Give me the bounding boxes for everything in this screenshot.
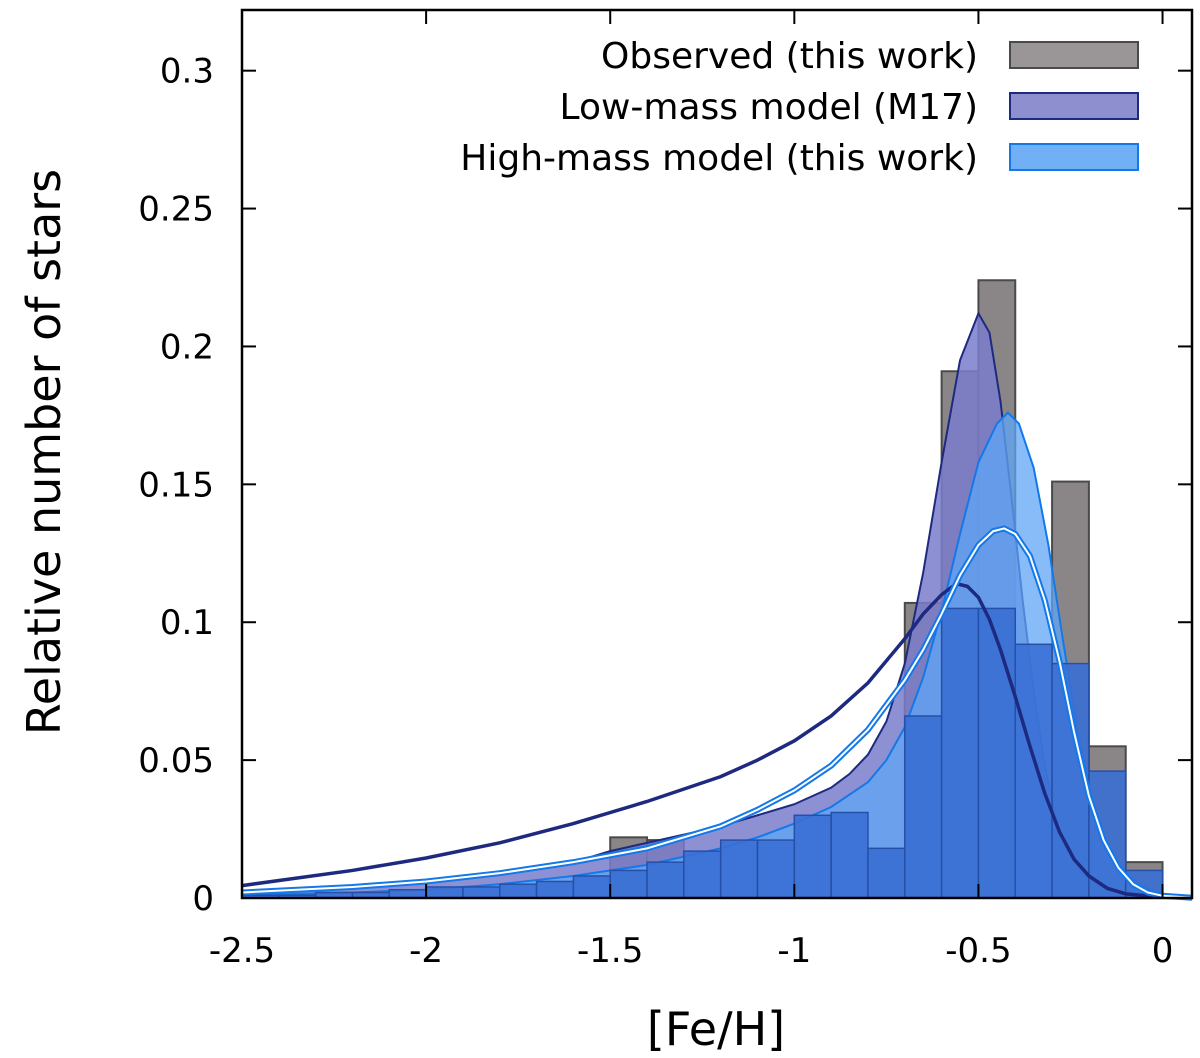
- x-tick-label-1: -2: [409, 931, 443, 971]
- y-tick-label-4: 0.2: [160, 327, 214, 367]
- high-mass-bar-5: [425, 886, 464, 899]
- legend-label-2: High-mass model (this work): [460, 138, 978, 179]
- high-mass-bar-20: [977, 607, 1017, 899]
- x-tick-label-3: -1: [777, 931, 811, 971]
- y-tick-label-6: 0.3: [160, 52, 214, 92]
- high-mass-histogram-bars: [241, 607, 1164, 899]
- legend-label-1: Low-mass model (M17): [560, 87, 978, 128]
- high-mass-model-line-highlight: [241, 527, 1193, 899]
- high-mass-bar-12: [683, 850, 722, 899]
- plot-frame: [240, 8, 1194, 900]
- y-tick-label-3: 0.15: [138, 465, 214, 505]
- model-outline-curves: [241, 525, 1193, 901]
- high-mass-bar-6: [462, 886, 501, 899]
- x-tick-label-0: -2.5: [209, 931, 275, 971]
- y-tick-label-0: 0: [192, 879, 214, 919]
- x-tick-label-4: -0.5: [945, 931, 1011, 971]
- legend-swatch-2: [1009, 143, 1139, 171]
- high-mass-bar-11: [646, 861, 685, 899]
- legend-label-0: Observed (this work): [601, 36, 978, 77]
- high-mass-bar-14: [756, 839, 796, 899]
- axes-frame: [240, 8, 1194, 900]
- high-mass-bar-9: [572, 875, 611, 899]
- legend: Observed (this work) Low-mass model (M17)…: [460, 36, 1139, 179]
- high-mass-bar-13: [719, 839, 759, 899]
- y-tick-label-5: 0.25: [138, 190, 214, 230]
- high-mass-bar-8: [535, 880, 575, 899]
- high-mass-bar-15: [793, 814, 832, 899]
- high-mass-bar-18: [904, 715, 943, 899]
- y-tick-label-2: 0.1: [160, 603, 214, 643]
- y-axis-label: Relative number of stars: [17, 169, 71, 735]
- x-tick-label-5: 0: [1152, 931, 1174, 971]
- high-mass-bar-10: [609, 869, 648, 899]
- high-mass-bar-16: [830, 811, 869, 899]
- axis-ticks: -2.5 -2 -1.5 -1 -0.5 0 0 0.05 0.1 0.15 0.2 0.25 0.3: [138, 10, 1192, 971]
- legend-swatch-0: [1009, 41, 1139, 69]
- high-mass-bar-23: [1088, 770, 1127, 899]
- y-tick-label-1: 0.05: [138, 741, 214, 781]
- x-axis-label: [Fe/H]: [647, 1002, 785, 1056]
- high-mass-bar-17: [867, 847, 906, 899]
- high-mass-bar-21: [1014, 643, 1053, 899]
- high-mass-bar-7: [499, 883, 538, 899]
- high-mass-bar-19: [940, 607, 980, 899]
- legend-swatch-1: [1009, 92, 1139, 120]
- x-tick-label-2: -1.5: [577, 931, 643, 971]
